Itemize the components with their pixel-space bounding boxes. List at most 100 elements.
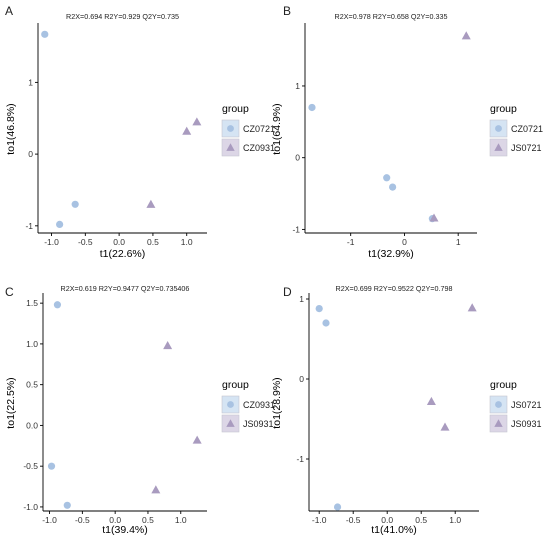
y-tick-label: 0.0 — [26, 420, 38, 430]
data-point-circle — [383, 174, 391, 182]
data-point-triangle — [163, 341, 173, 350]
y-tick-label: 0 — [28, 149, 33, 159]
data-point-triangle — [151, 485, 161, 494]
x-tick-label: -1.0 — [42, 515, 57, 525]
panel-b: B R2X=0.978 R2Y=0.658 Q2Y=0.335 -1 0 1 -1 0 1 t1… — [271, 4, 543, 260]
legend-circle-icon — [227, 125, 234, 132]
y-tick-label: 0.5 — [26, 380, 38, 390]
legend-title: group — [490, 103, 517, 115]
x-tick-label: -0.5 — [346, 515, 361, 525]
x-tick-label: 1.0 — [181, 237, 193, 247]
legend-triangle-icon — [494, 419, 503, 427]
data-point-triangle — [429, 213, 439, 222]
y-tick-label: -1 — [292, 224, 300, 234]
y-tick-label: 1.0 — [26, 339, 38, 349]
legend-label: JS0721 — [511, 143, 542, 153]
y-tick-label: 1.5 — [26, 298, 38, 308]
panel-label: C — [5, 285, 14, 299]
y-tick-label: 1 — [295, 81, 300, 91]
panel-d: D R2X=0.699 R2Y=0.9522 Q2Y=0.798 -1.0 -0.5 0… — [271, 284, 542, 536]
y-tick-label: 1 — [28, 77, 33, 87]
x-tick-label: 0.0 — [381, 515, 393, 525]
data-point-triangle — [146, 199, 156, 208]
data-point-circle — [71, 200, 79, 208]
legend: group CZ0721 CZ0931 — [221, 103, 275, 157]
data-point-circle — [63, 501, 71, 509]
panel-title: R2X=0.699 R2Y=0.9522 Q2Y=0.798 — [336, 284, 453, 293]
y-axis-label: to1(28.9%) — [271, 377, 283, 428]
legend: group JS0721 JS0931 — [489, 379, 542, 433]
data-point-circle — [333, 503, 342, 511]
x-axis-label: t1(41.0%) — [371, 524, 417, 536]
x-tick-label: -0.5 — [75, 515, 90, 525]
data-point-triangle — [440, 422, 450, 431]
legend-label: CZ0721 — [511, 124, 543, 134]
data-point-circle — [41, 30, 49, 38]
data-point-triangle — [461, 31, 471, 40]
x-tick-label: 1.0 — [175, 515, 187, 525]
legend-triangle-icon — [226, 143, 235, 151]
data-point-circle — [53, 301, 62, 309]
x-axis-label: t1(39.4%) — [102, 524, 148, 536]
y-tick-label: 0 — [295, 153, 300, 163]
x-tick-label: -1.0 — [44, 237, 59, 247]
legend-triangle-icon — [226, 419, 235, 427]
legend-circle-icon — [495, 125, 502, 132]
legend-title: group — [222, 379, 249, 391]
panel-label: D — [283, 285, 292, 299]
panel-c: C R2X=0.619 R2Y=0.9477 Q2Y=0.735406 -1.0 -0… — [5, 284, 275, 536]
data-point-triangle — [467, 303, 477, 312]
legend-circle-icon — [227, 401, 234, 408]
x-tick-label: 1 — [456, 237, 461, 247]
legend-label: JS0931 — [511, 419, 542, 429]
legend: group CZ0931 JS0931 — [221, 379, 275, 433]
legend-title: group — [222, 103, 249, 115]
panel-title: R2X=0.619 R2Y=0.9477 Q2Y=0.735406 — [61, 284, 190, 293]
panel-label: B — [283, 4, 291, 18]
x-axis-label: t1(22.6%) — [100, 248, 146, 260]
y-axis-label: to1(46.8%) — [5, 103, 17, 154]
x-tick-label: -1 — [347, 237, 355, 247]
data-point-circle — [47, 462, 56, 470]
panel-title: R2X=0.978 R2Y=0.658 Q2Y=0.335 — [335, 12, 448, 21]
y-tick-label: -0.5 — [23, 461, 38, 471]
y-tick-label: -1 — [296, 454, 304, 464]
y-tick-label: -1 — [25, 221, 33, 231]
panel-label: A — [5, 4, 13, 18]
y-tick-label: 0 — [299, 374, 304, 384]
legend-label: JS0721 — [511, 400, 542, 410]
x-tick-label: -1.0 — [312, 515, 327, 525]
legend-label: CZ0931 — [243, 400, 275, 410]
legend-label: JS0931 — [243, 419, 274, 429]
x-tick-label: 0.5 — [142, 515, 154, 525]
x-tick-label: 0.0 — [109, 515, 121, 525]
legend: group CZ0721 JS0721 — [489, 103, 543, 157]
data-point-triangle — [192, 435, 202, 444]
data-point-circle — [322, 319, 330, 327]
x-tick-label: 1.0 — [449, 515, 461, 525]
legend-title: group — [490, 379, 517, 391]
data-point-circle — [315, 305, 323, 313]
legend-label: CZ0931 — [243, 143, 275, 153]
data-point-circle — [389, 183, 397, 191]
data-point-circle — [308, 103, 316, 112]
x-tick-label: 0.5 — [147, 237, 159, 247]
y-axis-label: to1(22.5%) — [5, 377, 17, 428]
x-tick-label: -0.5 — [78, 237, 93, 247]
data-point-triangle — [182, 126, 192, 135]
legend-circle-icon — [495, 401, 502, 408]
x-tick-label: 0.0 — [113, 237, 125, 247]
y-tick-label: 1 — [299, 294, 304, 304]
x-tick-label: 0 — [402, 237, 407, 247]
panel-title: R2X=0.694 R2Y=0.929 Q2Y=0.735 — [66, 12, 179, 21]
x-axis-label: t1(32.9%) — [368, 248, 414, 260]
y-tick-label: -1.0 — [23, 502, 38, 512]
data-point-circle — [56, 220, 64, 228]
legend-triangle-icon — [494, 143, 503, 151]
panel-a: A R2X=0.694 R2Y=0.929 Q2Y=0.735 -1.0 -0.5 0.… — [5, 4, 275, 260]
x-tick-label: 0.5 — [415, 515, 427, 525]
y-axis-label: to1(64.9%) — [271, 103, 283, 154]
data-point-triangle — [192, 117, 202, 126]
